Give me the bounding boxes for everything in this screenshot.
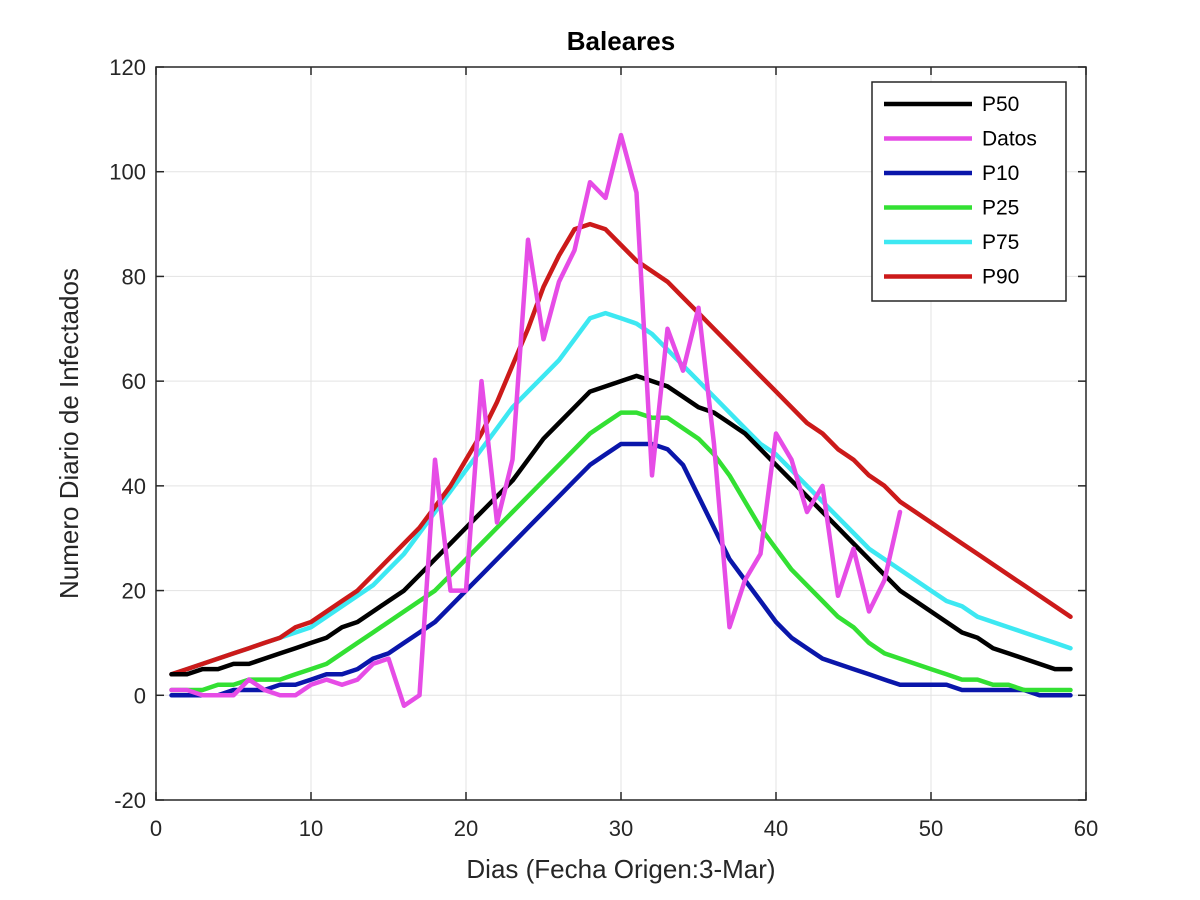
y-tick-label: 0 [134,683,146,708]
legend-label: P25 [982,197,1019,220]
x-tick-label: 0 [150,816,162,841]
legend-box [871,81,1067,302]
series-line-p50 [169,373,1073,677]
legend-items: P50 Datos P10 P25 P75 P90 [884,93,1037,289]
x-tick-label: 30 [609,816,633,841]
legend-label: P10 [982,162,1019,185]
y-tick-label: 60 [122,369,146,394]
y-tick-label: 120 [109,55,146,80]
series-line-p10 [169,441,1073,698]
y-tick-label: 20 [122,579,146,604]
series-lines [169,132,1073,709]
x-tick-label: 50 [919,816,943,841]
series-line-p25 [169,410,1073,693]
x-tick-label: 20 [454,816,478,841]
legend-label: P50 [982,93,1019,116]
y-axis-label: Numero Diario de Infectados [54,268,84,599]
legend-label: P75 [982,231,1019,254]
legend-item-p25: P25 [884,197,1019,220]
y-tick-label: -20 [114,788,146,813]
legend-item-datos: Datos [884,128,1037,151]
legend-label: Datos [982,128,1037,151]
x-tick-label: 60 [1074,816,1098,841]
legend-item-p10: P10 [884,162,1019,185]
x-tick-label: 10 [299,816,323,841]
series-line-p90 [169,221,1073,677]
series-line-p75 [169,310,1073,677]
legend-item-p90: P90 [884,266,1019,289]
y-tick-label: 100 [109,160,146,185]
legend-label: P90 [982,266,1019,289]
legend: P50 Datos P10 P25 P75 P90 [871,81,1067,302]
x-axis-label: Dias (Fecha Origen:3-Mar) [466,854,775,884]
chart-title: Baleares [567,26,675,56]
legend-item-p75: P75 [884,231,1019,254]
legend-item-p50: P50 [884,93,1019,116]
x-tick-label: 40 [764,816,788,841]
y-tick-label: 80 [122,264,146,289]
series-line-datos [169,132,903,709]
y-tick-label: 40 [122,474,146,499]
